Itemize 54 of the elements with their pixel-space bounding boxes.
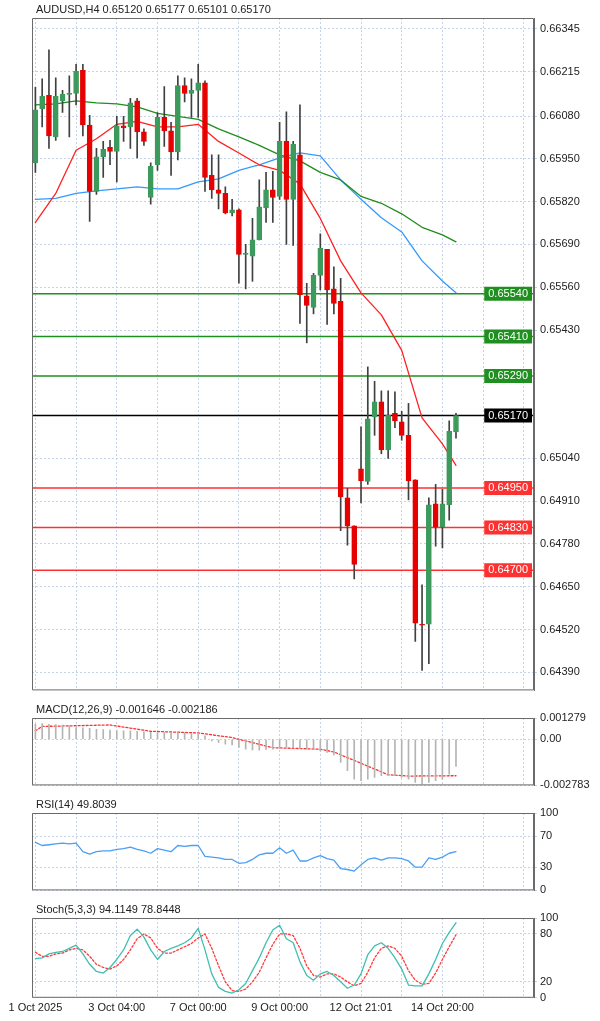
candlestick — [269, 171, 276, 223]
chart-title: Stoch(5,3,3) 94.1149 78.8448 — [36, 902, 181, 915]
ref-line-label: 0.64830 — [488, 520, 528, 533]
candlestick — [107, 140, 113, 166]
x-tick-label: 14 Oct 20:00 — [410, 1001, 474, 1014]
y-tick-label: 0.66215 — [540, 64, 580, 77]
ref-line-label: 0.64950 — [488, 481, 528, 494]
y-tick-label: 20 — [540, 974, 553, 987]
y-tick-label: 0.66080 — [540, 109, 580, 122]
x-tick-label: 3 Oct 04:00 — [88, 1001, 146, 1014]
candlestick — [419, 584, 425, 671]
y-tick-label: 0 — [540, 883, 547, 896]
chart-title: AUDUSD,H4 0.65120 0.65177 0.65101 0.65170 — [36, 2, 271, 15]
y-tick-label: 0.65950 — [540, 151, 580, 164]
y-tick-label: 100 — [540, 911, 559, 924]
y-tick-label: 0.64780 — [540, 536, 580, 549]
y-tick-label: 80 — [540, 926, 553, 939]
y-tick-label: 0.65690 — [540, 237, 580, 250]
y-tick-label: 0.00 — [540, 732, 562, 745]
candlestick — [195, 64, 202, 118]
candlestick — [392, 391, 398, 429]
chart-title: MACD(12,26,9) -0.001646 -0.002186 — [36, 702, 218, 715]
ref-line-label: 0.65290 — [488, 369, 528, 382]
ref-line-label: 0.65170 — [488, 408, 528, 421]
y-tick-label: 0.66345 — [540, 21, 580, 34]
y-tick-label: 0.65040 — [540, 451, 580, 464]
x-tick-label: 9 Oct 00:00 — [251, 1001, 309, 1014]
chart-title: RSI(14) 49.8039 — [36, 797, 117, 810]
y-tick-label: 0.001279 — [540, 711, 586, 724]
y-tick-label: 0.65430 — [540, 323, 580, 336]
x-tick-label: 1 Oct 2025 — [8, 1001, 63, 1014]
candlestick — [161, 86, 168, 147]
y-tick-label: 100 — [540, 806, 559, 819]
y-tick-label: 0.65560 — [540, 280, 580, 293]
line-series — [34, 724, 457, 777]
y-tick-label: -0.002783 — [540, 778, 590, 791]
line-series — [34, 933, 457, 993]
x-tick-label: 12 Oct 21:01 — [329, 1001, 393, 1014]
candlestick — [358, 426, 364, 504]
candlestick — [100, 141, 107, 178]
y-tick-label: 0.64910 — [540, 494, 580, 507]
x-tick-label: 7 Oct 00:00 — [169, 1001, 227, 1014]
ref-line-label: 0.64700 — [488, 563, 528, 576]
y-tick-label: 30 — [540, 860, 553, 873]
ref-line-label: 0.65540 — [488, 286, 528, 299]
candlestick — [303, 282, 310, 344]
candlestick — [242, 244, 249, 290]
y-tick-label: 0.64390 — [540, 665, 580, 678]
ref-line-label: 0.65410 — [488, 329, 528, 342]
y-tick-label: 0.65820 — [540, 194, 580, 207]
y-tick-label: 70 — [540, 829, 553, 842]
y-tick-label: 0.64650 — [540, 579, 580, 592]
y-tick-label: 0.64520 — [540, 622, 580, 635]
y-tick-label: 0 — [540, 990, 547, 1003]
